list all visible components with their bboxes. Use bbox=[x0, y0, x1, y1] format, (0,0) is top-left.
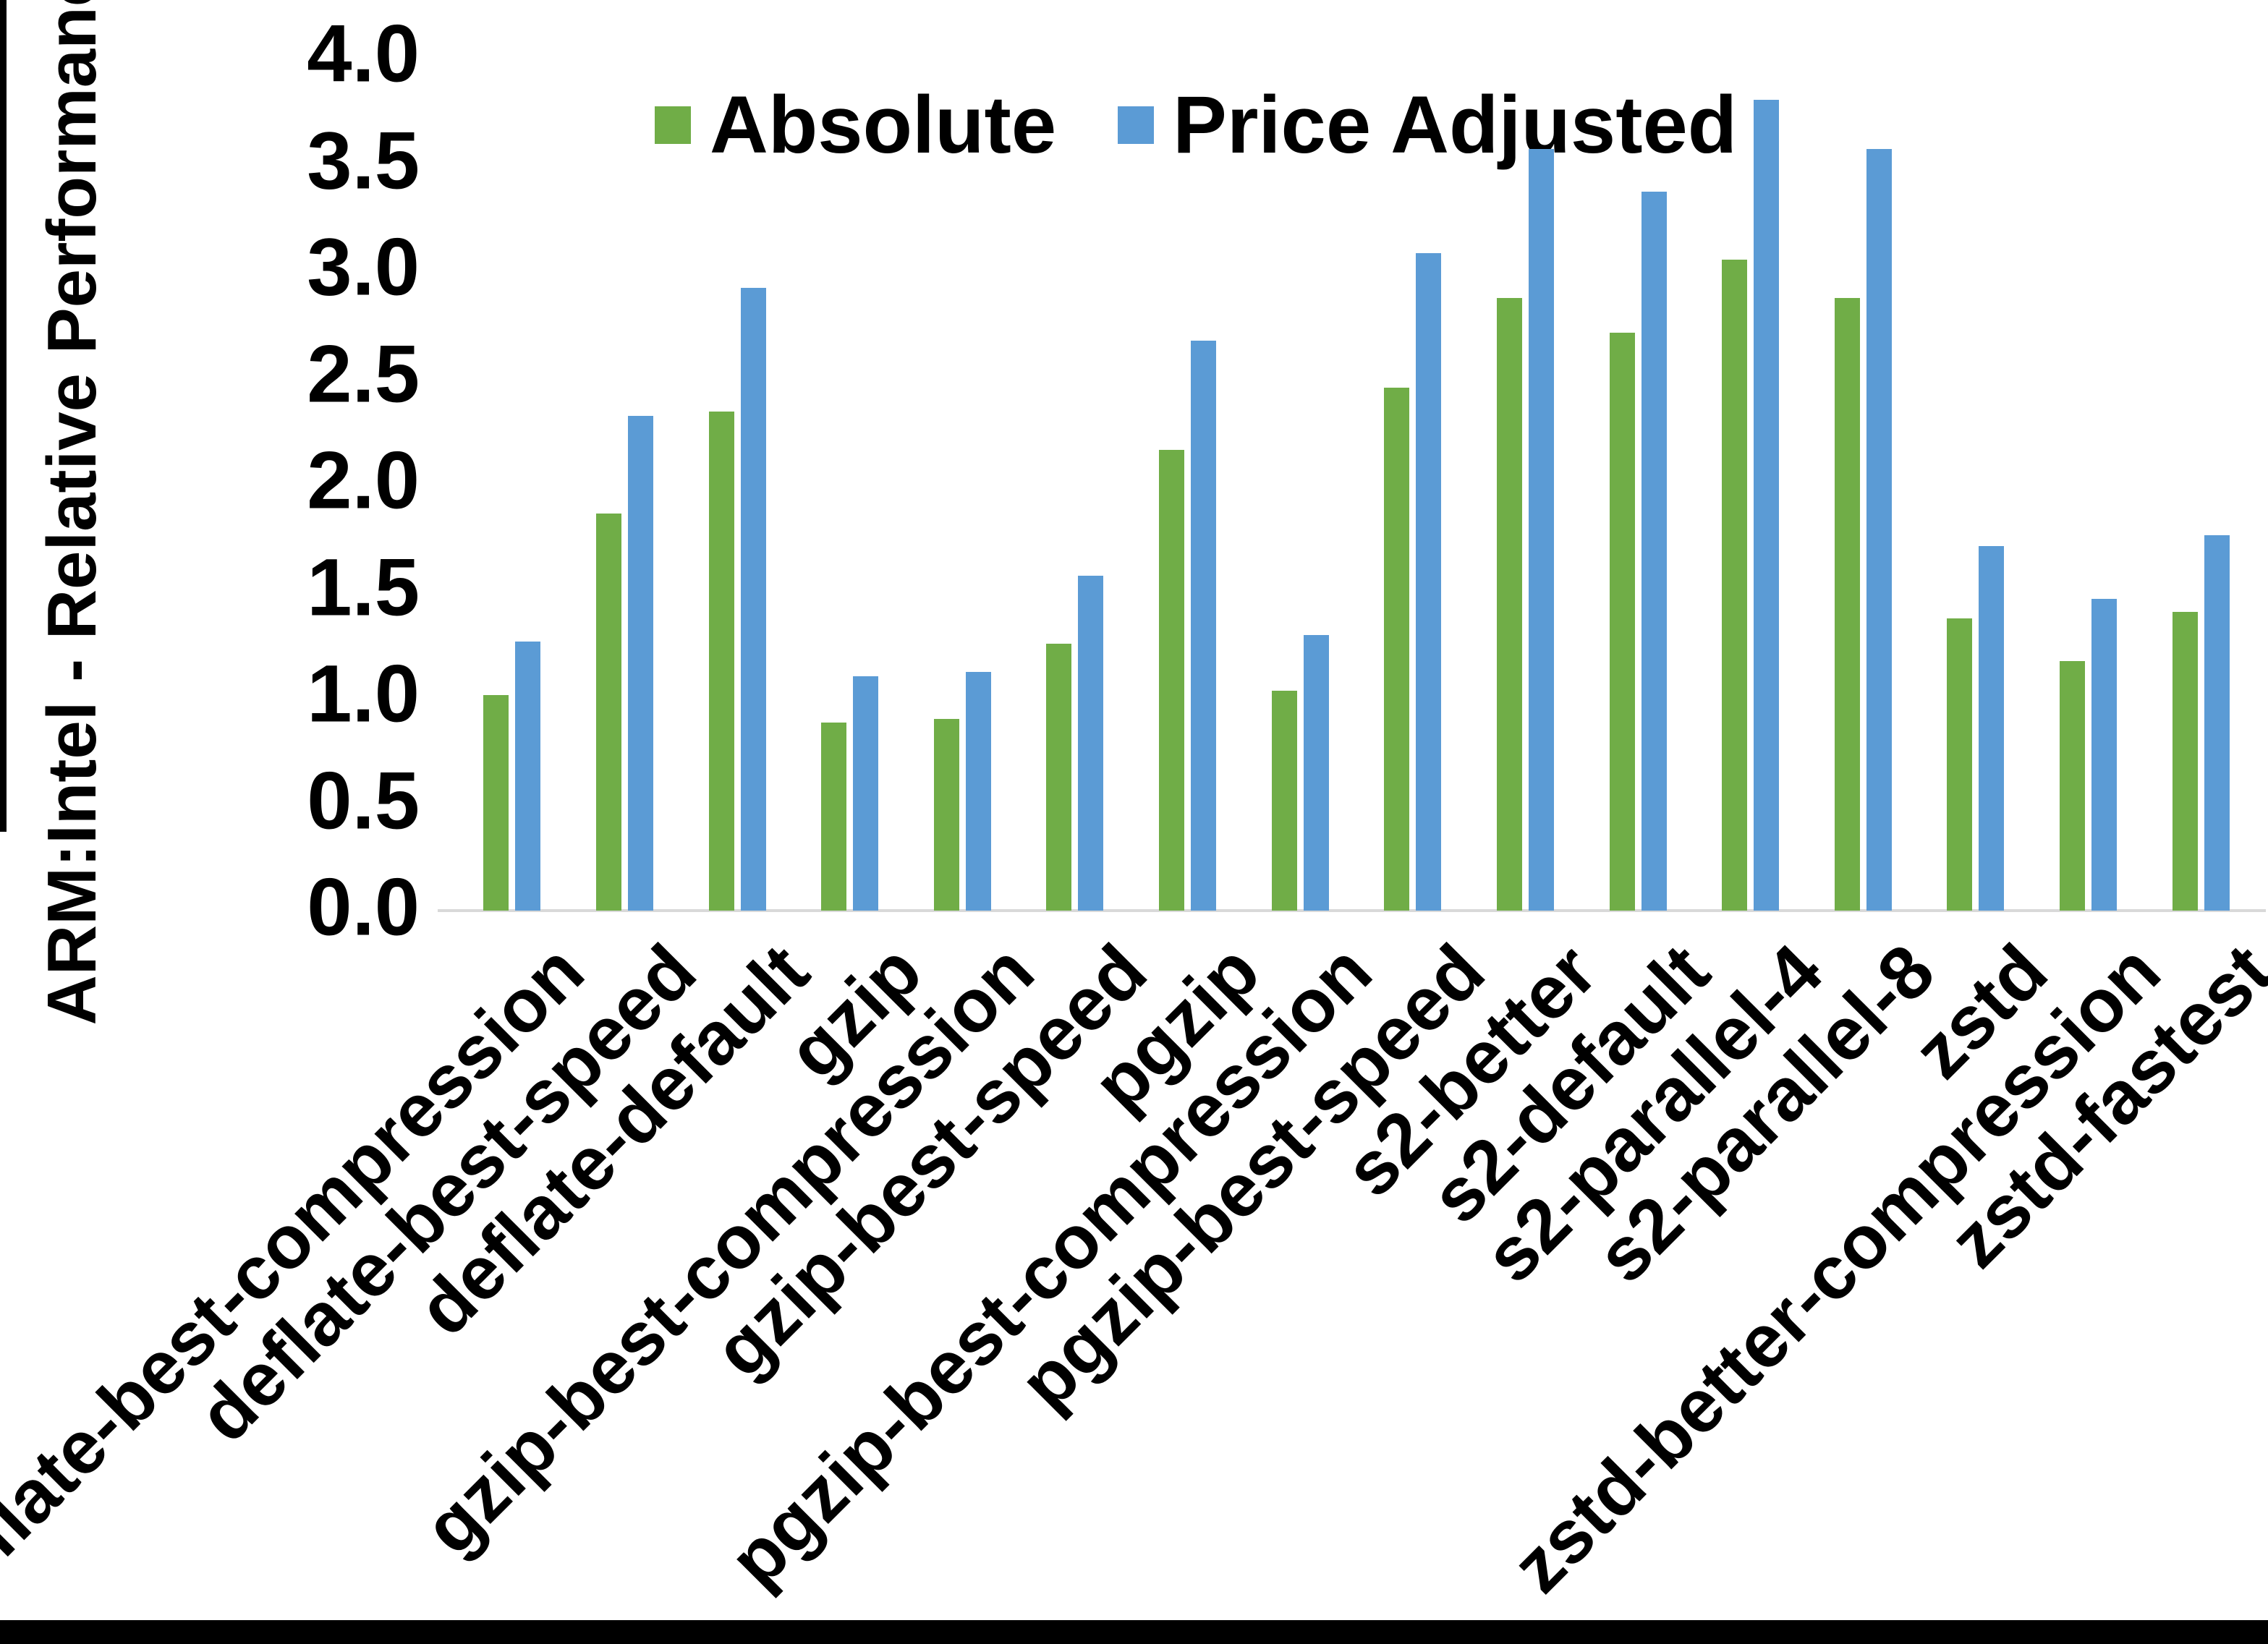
bar-group bbox=[1919, 57, 2032, 911]
bar-price-adjusted-s2-parallel-8 bbox=[1866, 148, 1892, 911]
y-axis-title: ARM:Intel - Relative Performance bbox=[33, 0, 111, 1026]
x-axis-line bbox=[438, 909, 2266, 912]
bar-group bbox=[456, 57, 569, 911]
bar-group bbox=[1356, 57, 1469, 911]
plot-area bbox=[438, 57, 2266, 912]
bar-group bbox=[1469, 57, 1582, 911]
bar-price-adjusted-deflate-default bbox=[740, 287, 766, 911]
bar-price-adjusted-zstd-fastest bbox=[2204, 534, 2230, 911]
legend-label-absolute: Absolute bbox=[710, 80, 1057, 170]
legend-swatch-price-adjusted bbox=[1118, 106, 1155, 144]
legend-item-price-adjusted: Price Adjusted bbox=[1118, 78, 1737, 171]
bar-price-adjusted-zstd bbox=[1979, 545, 2005, 911]
bar-absolute-zstd-fastest bbox=[2172, 612, 2198, 911]
bar-absolute-s2-better bbox=[1496, 298, 1522, 911]
bar-absolute-gzip-best-speed bbox=[1046, 644, 1072, 911]
bar-absolute-s2-parallel-8 bbox=[1834, 298, 1860, 911]
bar-group bbox=[2144, 57, 2257, 911]
bar-price-adjusted-pgzip bbox=[1191, 341, 1217, 911]
bar-group bbox=[794, 57, 906, 911]
y-tick-label: 4.0 bbox=[307, 8, 420, 99]
bar-group bbox=[1581, 57, 1694, 911]
y-tick-label: 2.5 bbox=[307, 328, 420, 419]
bar-absolute-s2-parallel-4 bbox=[1722, 260, 1748, 911]
bar-absolute-s2-default bbox=[1609, 332, 1635, 911]
bar-group bbox=[2032, 57, 2145, 911]
y-tick-label: 0.5 bbox=[307, 755, 420, 846]
bar-absolute-pgzip-best-speed bbox=[1384, 388, 1410, 911]
bar-group bbox=[1131, 57, 1244, 911]
bar-price-adjusted-s2-parallel-4 bbox=[1754, 100, 1780, 911]
bar-price-adjusted-zstd-better-compression bbox=[2091, 599, 2118, 911]
legend-label-price-adjusted: Price Adjusted bbox=[1173, 80, 1738, 170]
y-tick-label: 1.5 bbox=[307, 542, 420, 633]
chart-legend: Absolute Price Adjusted bbox=[655, 78, 1737, 171]
bar-price-adjusted-deflate-best-speed bbox=[627, 415, 653, 911]
bar-absolute-pgzip bbox=[1159, 449, 1185, 911]
bar-absolute-deflate-best-compression bbox=[483, 695, 509, 911]
bar-group bbox=[1807, 57, 1920, 911]
bar-group bbox=[1694, 57, 1807, 911]
frame-left-border bbox=[0, 0, 7, 832]
y-tick-label: 2.0 bbox=[307, 435, 420, 526]
bar-group bbox=[1019, 57, 1131, 911]
bar-absolute-zstd-better-compression bbox=[2060, 660, 2086, 911]
bar-absolute-deflate-default bbox=[708, 411, 734, 911]
legend-item-absolute: Absolute bbox=[655, 78, 1056, 171]
bar-price-adjusted-gzip-best-compression bbox=[965, 671, 991, 911]
bar-absolute-zstd bbox=[1947, 618, 1973, 911]
bar-price-adjusted-gzip-best-speed bbox=[1078, 575, 1104, 911]
bar-price-adjusted-s2-default bbox=[1641, 191, 1667, 911]
bar-price-adjusted-pgzip-best-compression bbox=[1303, 635, 1329, 911]
y-tick-label: 1.0 bbox=[307, 648, 420, 739]
legend-swatch-absolute bbox=[655, 106, 691, 144]
bar-absolute-gzip-best-compression bbox=[933, 718, 959, 911]
bar-group bbox=[1244, 57, 1356, 911]
bar-absolute-deflate-best-speed bbox=[595, 514, 621, 911]
y-tick-label: 3.0 bbox=[307, 221, 420, 312]
bar-groups bbox=[456, 57, 2257, 911]
bar-price-adjusted-deflate-best-compression bbox=[515, 642, 541, 911]
y-tick-label: 3.5 bbox=[307, 115, 420, 206]
bar-group bbox=[681, 57, 794, 911]
bar-price-adjusted-pgzip-best-speed bbox=[1416, 253, 1442, 911]
bar-group bbox=[906, 57, 1019, 911]
bar-absolute-pgzip-best-compression bbox=[1271, 691, 1297, 911]
bar-price-adjusted-gzip bbox=[853, 676, 879, 911]
frame-bottom-border bbox=[0, 1620, 2268, 1644]
y-tick-label: 0.0 bbox=[307, 861, 420, 953]
bar-price-adjusted-s2-better bbox=[1528, 148, 1554, 911]
bar-group bbox=[569, 57, 681, 911]
bar-absolute-gzip bbox=[821, 723, 847, 911]
